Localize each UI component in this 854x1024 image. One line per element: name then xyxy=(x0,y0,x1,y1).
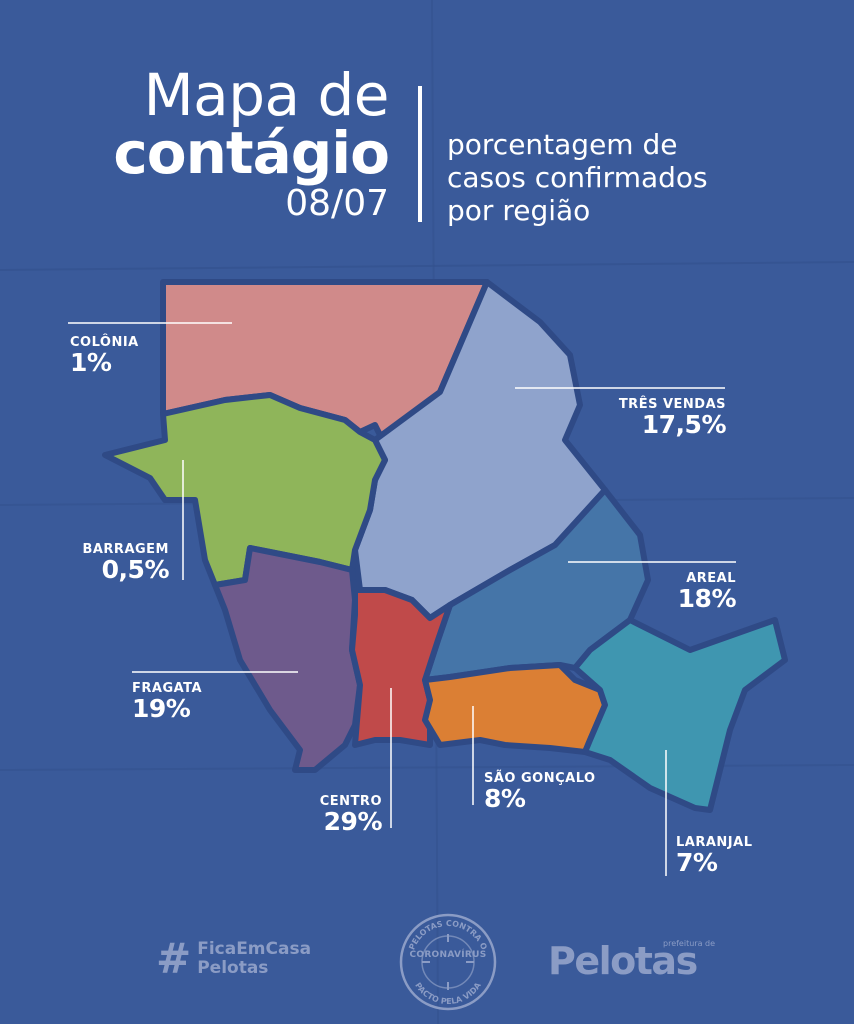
label-centro: CENTRO 29% xyxy=(319,794,383,837)
map-date: 08/07 xyxy=(285,183,389,224)
region-name: CENTRO xyxy=(319,794,382,809)
label-tres-vendas: TRÊS VENDAS 17,5% xyxy=(618,397,727,440)
title-line-2: contágio xyxy=(113,119,390,187)
hash-icon: # xyxy=(156,934,192,983)
region-name: FRAGATA xyxy=(132,681,203,696)
label-barragem: BARRAGEM 0,5% xyxy=(82,542,170,585)
region-sao-goncalo xyxy=(422,662,608,755)
title-line-1: Mapa de xyxy=(143,61,390,129)
region-percent: 7% xyxy=(676,848,718,878)
seal-main-text: CORONAVÍRUS xyxy=(409,950,487,960)
subtitle-line-3: por região xyxy=(447,194,591,227)
region-percent: 8% xyxy=(484,784,526,814)
hashtag-line-2: Pelotas xyxy=(197,958,269,978)
label-laranjal: LARANJAL 7% xyxy=(676,835,753,878)
hashtag-logo: # FicaEmCasa Pelotas xyxy=(156,938,311,980)
subtitle: porcentagem de casos confirmados por reg… xyxy=(447,128,708,227)
brand-small-text: prefeitura de xyxy=(663,939,716,948)
label-sao-goncalo: SÃO GONÇALO 8% xyxy=(484,771,596,814)
region-laranjal xyxy=(572,617,788,813)
region-percent: 0,5% xyxy=(101,555,170,585)
prefeitura-logo: prefeitura de Pelotas xyxy=(548,938,715,983)
subtitle-line-2: casos confirmados xyxy=(447,161,708,194)
region-fragata xyxy=(212,545,363,773)
subtitle-line-1: porcentagem de xyxy=(447,128,678,161)
region-name: SÃO GONÇALO xyxy=(484,771,596,786)
region-percent: 1% xyxy=(70,348,112,378)
coronavirus-seal-icon: PELOTAS CONTRA O PACTO PELA VIDA xyxy=(399,913,497,1011)
region-percent: 18% xyxy=(677,584,737,614)
region-name: BARRAGEM xyxy=(82,542,169,557)
header-divider xyxy=(418,86,422,222)
region-name: AREAL xyxy=(686,571,736,586)
region-percent: 17,5% xyxy=(641,410,727,440)
label-areal: AREAL 18% xyxy=(677,571,737,614)
region-name: COLÔNIA xyxy=(70,335,139,350)
region-name: LARANJAL xyxy=(676,835,753,850)
region-percent: 29% xyxy=(323,807,383,837)
label-colonia: COLÔNIA 1% xyxy=(70,335,139,378)
label-fragata: FRAGATA 19% xyxy=(132,681,203,724)
brand-name: Pelotas xyxy=(548,939,698,983)
region-percent: 19% xyxy=(132,694,191,724)
region-name: TRÊS VENDAS xyxy=(618,397,726,412)
hashtag-line-1: FicaEmCasa xyxy=(197,939,312,959)
